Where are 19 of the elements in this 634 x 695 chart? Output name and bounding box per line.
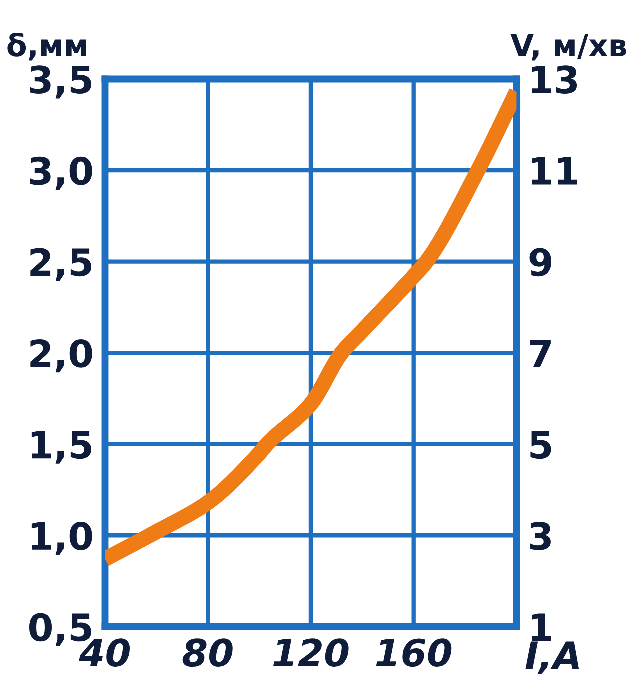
y2-tick-label: 9 [530, 248, 552, 277]
y2-tick-label: 7 [530, 340, 551, 368]
y-tick-label: 1,0 [32, 522, 92, 556]
y2-tick-label: 5 [530, 431, 552, 460]
y2-tick-label: 1 [532, 614, 552, 642]
y-tick-label: 2,5 [30, 248, 92, 282]
y2-tick-label: 11 [532, 157, 578, 185]
y2-axis-title: V, м/хв [510, 34, 626, 61]
x-tick-label: 120 [273, 638, 349, 668]
x-tick-label: 160 [376, 638, 452, 668]
y-tick-label: 1,5 [32, 431, 92, 464]
x-tick-label: 80 [182, 638, 233, 668]
y2-tick-label: 3 [530, 522, 551, 550]
y-tick-label: 3,5 [30, 66, 92, 99]
y-axis-title: δ,мм [8, 32, 86, 61]
y2-tick-label: 13 [532, 66, 578, 94]
x-axis-title: I,A [526, 642, 580, 674]
y-tick-label: 3,0 [30, 156, 92, 190]
y-tick-label: 2,0 [30, 339, 92, 373]
